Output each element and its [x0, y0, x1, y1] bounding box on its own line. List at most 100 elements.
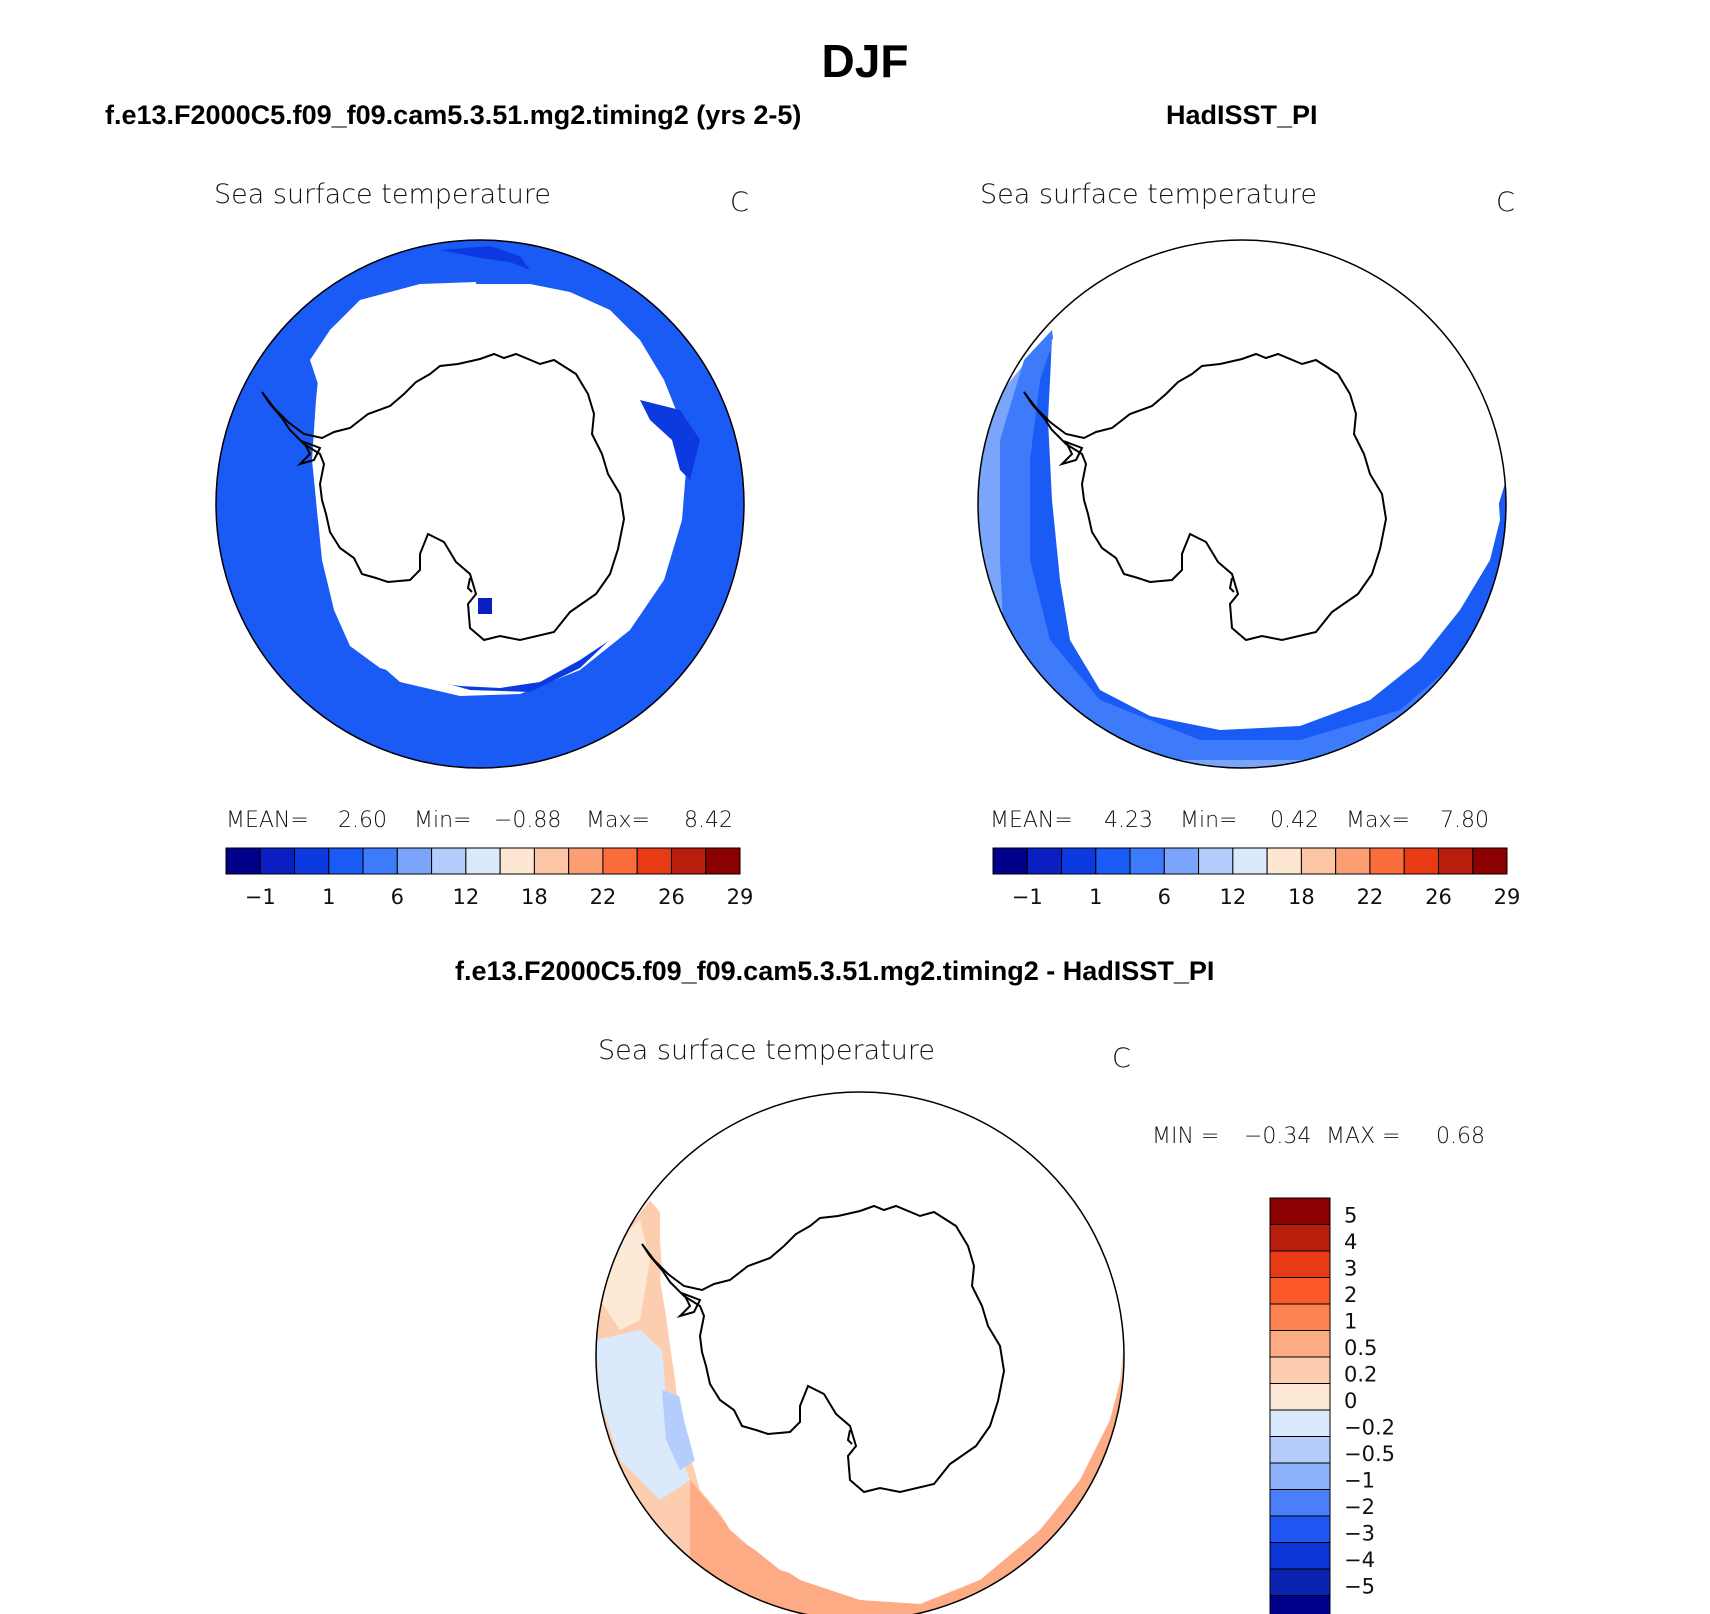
figure-title: DJF — [821, 35, 909, 87]
panel3-colorbar-tick-label: 1 — [1344, 1310, 1357, 1334]
panel3-colorbar-swatch — [1269, 1224, 1331, 1252]
panel2-colorbar-swatch — [1232, 847, 1268, 875]
panel1-mean-label: MEAN= — [226, 808, 309, 833]
panel2-colorbar-tick-label: 12 — [1219, 885, 1246, 909]
panel2-colorbar-tick-label: −1 — [1012, 885, 1043, 909]
panel3-colorbar-tick-label: −0.5 — [1344, 1442, 1395, 1466]
panel1-colorbar-swatch — [294, 847, 330, 875]
panel1-min-label: Min= — [414, 808, 472, 833]
panel3-colorbar-swatch — [1269, 1277, 1331, 1305]
panel2-colorbar-tick-label: 29 — [1494, 885, 1521, 909]
panel3-map — [595, 1091, 1125, 1614]
panel2-min-label: Min= — [1180, 808, 1238, 833]
panel2-colorbar-swatch — [1266, 847, 1302, 875]
panel1-max-label: Max= — [586, 808, 650, 833]
panel2-min-value: 0.42 — [1270, 808, 1319, 833]
panel2-variable-label: Sea surface temperature — [980, 179, 1317, 210]
panel2-colorbar-tick-label: 18 — [1288, 885, 1315, 909]
panel2-colorbar-tick-label: 6 — [1158, 885, 1171, 909]
panel3-colorbar-tick-label: −0.2 — [1344, 1416, 1395, 1440]
panel2-colorbar-swatch — [1095, 847, 1131, 875]
panel3-colorbar-tick-label: −4 — [1344, 1548, 1375, 1572]
panel1-colorbar-swatch — [328, 847, 364, 875]
panel1-colorbar-swatch — [602, 847, 638, 875]
panel2-mean-label: MEAN= — [990, 808, 1073, 833]
panel1-colorbar-swatch — [259, 847, 296, 875]
panel3-colorbar-tick-label: 0 — [1344, 1389, 1357, 1413]
panel3-colorbar-swatch — [1269, 1330, 1331, 1358]
panel2-colorbar-tick-label: 22 — [1357, 885, 1384, 909]
panel1-title: f.e13.F2000C5.f09_f09.cam5.3.51.mg2.timi… — [105, 100, 802, 130]
panel1-units: C — [730, 187, 749, 218]
panel3-min-value: −0.34 — [1244, 1124, 1312, 1149]
panel3-colorbar-swatch — [1269, 1383, 1331, 1411]
panel3-colorbar-swatch — [1269, 1197, 1331, 1225]
panel3-colorbar-swatch — [1269, 1542, 1331, 1570]
panel3-colorbar-tick-label: −5 — [1344, 1575, 1375, 1599]
panel2-colorbar-tick-label: 1 — [1089, 885, 1102, 909]
panel1-colorbar-swatch — [396, 847, 433, 875]
panel3-colorbar-swatch — [1269, 1303, 1331, 1331]
panel2-colorbar-swatch — [1403, 847, 1439, 875]
panel3-colorbar-swatch — [1269, 1489, 1331, 1517]
panel3-colorbar-swatch — [1269, 1250, 1331, 1278]
panel2-colorbar-swatch — [1437, 847, 1474, 875]
panel1-colorbar-tick-label: −1 — [245, 885, 276, 909]
panel1-colorbar-swatch — [431, 847, 467, 875]
panel1-colorbar-tick-label: 26 — [658, 885, 685, 909]
panel1-colorbar-swatch — [533, 847, 570, 875]
panel2-colorbar-swatch — [1369, 847, 1405, 875]
panel3-colorbar-swatch — [1269, 1568, 1331, 1596]
panel2-max-label: Max= — [1346, 808, 1410, 833]
panel3-colorbar-tick-label: 0.5 — [1344, 1336, 1377, 1360]
panel1-colorbar-swatch — [225, 847, 261, 875]
panel3-colorbar-swatch — [1269, 1595, 1331, 1614]
panel2-colorbar-swatch — [1163, 847, 1200, 875]
panel1-variable-label: Sea surface temperature — [214, 179, 551, 210]
panel2-colorbar-swatch — [1129, 847, 1165, 875]
panel3-colorbar-tick-label: −1 — [1344, 1469, 1375, 1493]
panel3-colorbar-swatch — [1269, 1462, 1331, 1490]
panel2-colorbar-swatch — [1061, 847, 1097, 875]
panel2-colorbar-swatch — [1300, 847, 1337, 875]
panel3-colorbar-tick-label: 2 — [1344, 1283, 1357, 1307]
panel1-colorbar-tick-label: 12 — [452, 885, 479, 909]
panel2-colorbar-swatch — [992, 847, 1028, 875]
panel2-max-value: 7.80 — [1440, 808, 1489, 833]
panel3-colorbar-swatch — [1269, 1515, 1331, 1543]
panel2-colorbar: −1 1 6 12 18 22 26 29 — [992, 847, 1521, 909]
panel1-colorbar-tick-label: 1 — [322, 885, 335, 909]
panel2-map — [977, 239, 1507, 769]
panel3-colorbar-swatch — [1269, 1436, 1331, 1464]
panel2-colorbar-swatch — [1472, 847, 1508, 875]
panel1-colorbar-swatch — [362, 847, 398, 875]
panel3-colorbar-tick-label: 3 — [1344, 1257, 1357, 1281]
panel1-colorbar-swatch — [705, 847, 741, 875]
panel2-mean-value: 4.23 — [1104, 808, 1153, 833]
panel2-units: C — [1496, 187, 1515, 218]
panel3-max-label: MAX = — [1326, 1124, 1401, 1149]
panel2-title: HadISST_PI — [1166, 100, 1318, 130]
panel1-colorbar-swatch — [568, 847, 604, 875]
panel2-colorbar-tick-label: 26 — [1425, 885, 1452, 909]
panel3-units: C — [1112, 1043, 1131, 1074]
panel1-colorbar-tick-label: 18 — [521, 885, 548, 909]
panel3-colorbar: 54 32 10.5 0.20 −0.2−0.5 −1−2 −3−4 −5 — [1269, 1197, 1395, 1614]
panel2-colorbar-swatch — [1335, 847, 1371, 875]
panel1-colorbar-swatch — [499, 847, 535, 875]
panel1-colorbar-tick-label: 6 — [391, 885, 404, 909]
panel3-colorbar-tick-label: 0.2 — [1344, 1363, 1377, 1387]
panel1-colorbar-swatch — [465, 847, 501, 875]
panel3-variable-label: Sea surface temperature — [598, 1035, 935, 1066]
panel1-colorbar-swatch — [670, 847, 707, 875]
panel3-colorbar-tick-label: 4 — [1344, 1230, 1357, 1254]
panel3-colorbar-tick-label: −3 — [1344, 1522, 1375, 1546]
panel1-max-value: 8.42 — [684, 808, 733, 833]
panel1-min-value: −0.88 — [494, 808, 562, 833]
panel3-title: f.e13.F2000C5.f09_f09.cam5.3.51.mg2.timi… — [455, 956, 1215, 986]
panel2-colorbar-swatch — [1026, 847, 1063, 875]
panel1-mean-value: 2.60 — [338, 808, 387, 833]
panel3-max-value: 0.68 — [1436, 1124, 1485, 1149]
panel1-map — [215, 239, 745, 769]
